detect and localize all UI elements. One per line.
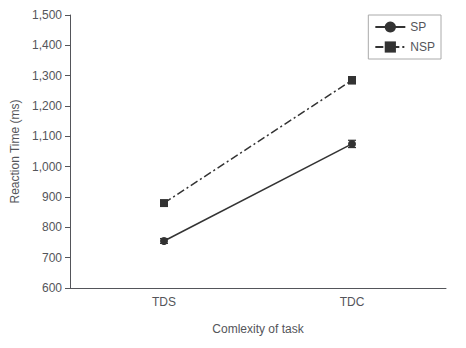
svg-text:1,300: 1,300 bbox=[32, 69, 62, 83]
svg-text:SP: SP bbox=[410, 20, 426, 34]
svg-text:TDS: TDS bbox=[152, 295, 176, 309]
svg-text:1,500: 1,500 bbox=[32, 8, 62, 22]
svg-text:Comlexity of task: Comlexity of task bbox=[212, 322, 304, 336]
svg-text:1,200: 1,200 bbox=[32, 99, 62, 113]
svg-text:600: 600 bbox=[42, 281, 62, 295]
svg-text:TDC: TDC bbox=[340, 295, 365, 309]
svg-text:700: 700 bbox=[42, 251, 62, 265]
svg-text:900: 900 bbox=[42, 190, 62, 204]
svg-text:1,000: 1,000 bbox=[32, 160, 62, 174]
svg-text:NSP: NSP bbox=[410, 40, 435, 54]
svg-text:1,400: 1,400 bbox=[32, 38, 62, 52]
svg-text:1,100: 1,100 bbox=[32, 129, 62, 143]
svg-text:Reaction Time (ms): Reaction Time (ms) bbox=[8, 99, 22, 203]
svg-text:800: 800 bbox=[42, 220, 62, 234]
